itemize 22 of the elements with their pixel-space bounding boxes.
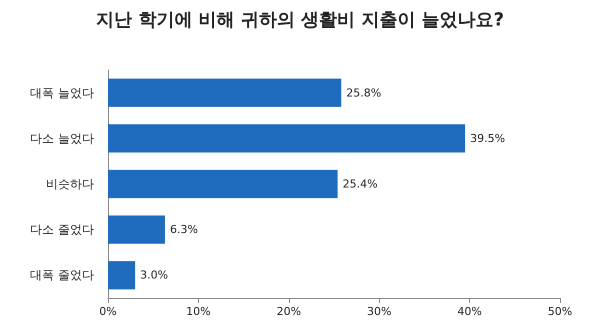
y-tick-label: 대폭 늘었다: [30, 86, 94, 100]
y-tick-label: 다소 늘었다: [30, 131, 94, 146]
bar: [108, 261, 136, 290]
x-tick-label: 50%: [548, 305, 572, 318]
x-tick-label: 0%: [99, 305, 117, 318]
x-tick-label: 40%: [457, 305, 482, 318]
x-tick-label: 20%: [276, 305, 302, 318]
x-tick-label: 10%: [186, 305, 211, 318]
data-label: 25.4%: [342, 178, 378, 190]
chart-title: 지난 학기에 비해 귀하의 생활비 지출이 늘었나요?: [96, 10, 504, 30]
data-label: 3.0%: [140, 268, 168, 282]
data-label: 25.8%: [346, 86, 382, 100]
bar: [108, 124, 466, 153]
data-label: 39.5%: [470, 132, 506, 145]
bar: [108, 215, 165, 244]
y-tick-label: 다소 줄었다: [30, 222, 94, 237]
x-tick-label: 30%: [366, 305, 392, 318]
y-tick-label: 대폭 줄었다: [30, 268, 94, 282]
y-tick-label: 비슷하다: [46, 177, 94, 191]
bar: [108, 170, 338, 198]
bar: [108, 78, 342, 107]
data-label: 6.3%: [170, 223, 198, 236]
